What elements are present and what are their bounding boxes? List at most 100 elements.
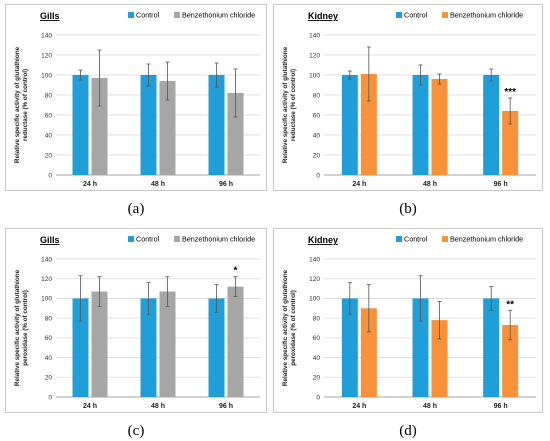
y-tick-label: 120 bbox=[309, 52, 320, 59]
caption-a: (a) bbox=[127, 201, 145, 217]
x-tick-label: 96 h bbox=[494, 403, 508, 410]
y-axis-label-line2: peroxidase (% of control) bbox=[22, 290, 29, 366]
y-tick-label: 80 bbox=[45, 92, 53, 99]
chart-title: Gills bbox=[40, 11, 60, 21]
y-tick-label: 40 bbox=[313, 132, 321, 139]
y-tick-label: 60 bbox=[313, 335, 321, 342]
legend-label: Benzethonium chloride bbox=[450, 11, 523, 20]
y-tick-label: 20 bbox=[45, 152, 53, 159]
bar bbox=[159, 291, 176, 397]
y-tick-label: 100 bbox=[309, 296, 320, 303]
bar bbox=[341, 75, 358, 175]
bar bbox=[483, 298, 500, 397]
y-tick-label: 20 bbox=[313, 375, 321, 382]
chart-panel-a: 0 20 40 60 80 100 120 140 Gills Control Benzethoni… bbox=[5, 4, 267, 191]
caption-c: (c) bbox=[127, 423, 145, 439]
bar bbox=[431, 79, 448, 175]
bar bbox=[91, 78, 108, 175]
legend-label: Control bbox=[136, 235, 160, 244]
y-axis-label-line1: Relative specific activity of glutathion… bbox=[14, 46, 21, 163]
x-tick-label: 48 h bbox=[151, 181, 165, 188]
y-tick-label: 60 bbox=[45, 112, 53, 119]
x-tick-label: 24 h bbox=[83, 403, 97, 410]
y-tick-label: 100 bbox=[41, 296, 52, 303]
significance-marker: * bbox=[234, 266, 238, 277]
bar bbox=[360, 74, 377, 175]
bar bbox=[140, 298, 157, 397]
y-axis-label-line2: peroxidase (% of control) bbox=[290, 290, 297, 366]
significance-marker: ** bbox=[506, 299, 514, 310]
legend-label: Control bbox=[404, 11, 428, 20]
chart-d-svg: 0 20 40 60 80 100 120 140 Kidney Control Benzethon… bbox=[282, 235, 536, 410]
y-tick-label: 140 bbox=[41, 256, 52, 263]
bar bbox=[72, 75, 89, 175]
legend-label: Benzethonium chloride bbox=[182, 11, 255, 20]
bar bbox=[431, 320, 448, 397]
legend-swatch bbox=[128, 12, 134, 18]
y-axis-label-line2: reductase (% of control) bbox=[290, 69, 297, 141]
x-tick-label: 96 h bbox=[494, 181, 508, 188]
bar bbox=[502, 325, 519, 397]
legend-swatch bbox=[174, 236, 180, 242]
y-tick-label: 80 bbox=[313, 315, 321, 322]
bar bbox=[91, 291, 108, 397]
y-tick-label: 0 bbox=[48, 172, 52, 179]
chart-title: Kidney bbox=[308, 11, 338, 21]
y-tick-label: 100 bbox=[41, 72, 52, 79]
y-axis-label-line1: Relative specific activity of glutathion… bbox=[282, 269, 289, 386]
y-axis-label-line2: reductase (% of control) bbox=[22, 69, 29, 141]
y-axis-label: Relative specific activity of glutathion… bbox=[282, 46, 297, 163]
bar bbox=[502, 111, 519, 175]
legend-swatch bbox=[128, 236, 134, 242]
bar bbox=[159, 81, 176, 175]
y-tick-label: 20 bbox=[45, 375, 53, 382]
legend-label: Control bbox=[404, 235, 428, 244]
y-tick-label: 40 bbox=[313, 355, 321, 362]
chart-panel-c: 0 20 40 60 80 100 120 140 Gills Control Benzethoni… bbox=[5, 228, 267, 413]
bar bbox=[341, 298, 358, 397]
y-tick-label: 140 bbox=[41, 32, 52, 39]
y-tick-label: 80 bbox=[313, 92, 321, 99]
y-axis-label: Relative specific activity of glutathion… bbox=[14, 46, 29, 163]
legend-swatch bbox=[396, 12, 402, 18]
legend-swatch bbox=[442, 236, 448, 242]
bar bbox=[227, 93, 244, 175]
y-tick-label: 20 bbox=[313, 152, 321, 159]
x-tick-label: 24 h bbox=[83, 181, 97, 188]
y-tick-label: 80 bbox=[45, 315, 53, 322]
y-tick-label: 140 bbox=[309, 256, 320, 263]
x-tick-label: 48 h bbox=[151, 403, 165, 410]
y-tick-label: 0 bbox=[316, 172, 320, 179]
y-tick-label: 120 bbox=[41, 276, 52, 283]
x-tick-label: 48 h bbox=[423, 181, 437, 188]
x-tick-label: 96 h bbox=[219, 181, 233, 188]
y-tick-label: 60 bbox=[45, 335, 53, 342]
chart-panel-b: 0 20 40 60 80 100 120 140 Kidney Control Benzethon… bbox=[273, 4, 543, 191]
y-tick-label: 0 bbox=[48, 394, 52, 401]
legend-swatch bbox=[174, 12, 180, 18]
bar bbox=[72, 298, 89, 397]
bar bbox=[208, 298, 225, 397]
y-axis-label-line1: Relative specific activity of glutathion… bbox=[14, 269, 21, 386]
chart-panel-d: 0 20 40 60 80 100 120 140 Kidney Control Benzethon… bbox=[273, 228, 543, 413]
y-axis-label-line1: Relative specific activity of glutathion… bbox=[282, 46, 289, 163]
bar bbox=[140, 75, 157, 175]
bar bbox=[483, 75, 500, 175]
x-tick-label: 24 h bbox=[352, 403, 366, 410]
y-tick-label: 40 bbox=[45, 355, 53, 362]
chart-c-svg: 0 20 40 60 80 100 120 140 Gills Control Benzethoni… bbox=[14, 235, 260, 410]
bar bbox=[227, 286, 244, 397]
y-tick-label: 100 bbox=[309, 72, 320, 79]
x-tick-label: 96 h bbox=[219, 403, 233, 410]
y-tick-label: 0 bbox=[316, 394, 320, 401]
chart-title: Kidney bbox=[308, 235, 338, 245]
significance-marker: *** bbox=[504, 87, 516, 98]
bar bbox=[412, 75, 429, 175]
x-tick-label: 48 h bbox=[423, 403, 437, 410]
caption-b: (b) bbox=[399, 201, 417, 217]
chart-b-svg: 0 20 40 60 80 100 120 140 Kidney Control Benzethon… bbox=[282, 11, 536, 188]
y-tick-label: 120 bbox=[309, 276, 320, 283]
bar bbox=[412, 298, 429, 397]
y-tick-label: 140 bbox=[309, 32, 320, 39]
x-tick-label: 24 h bbox=[352, 181, 366, 188]
